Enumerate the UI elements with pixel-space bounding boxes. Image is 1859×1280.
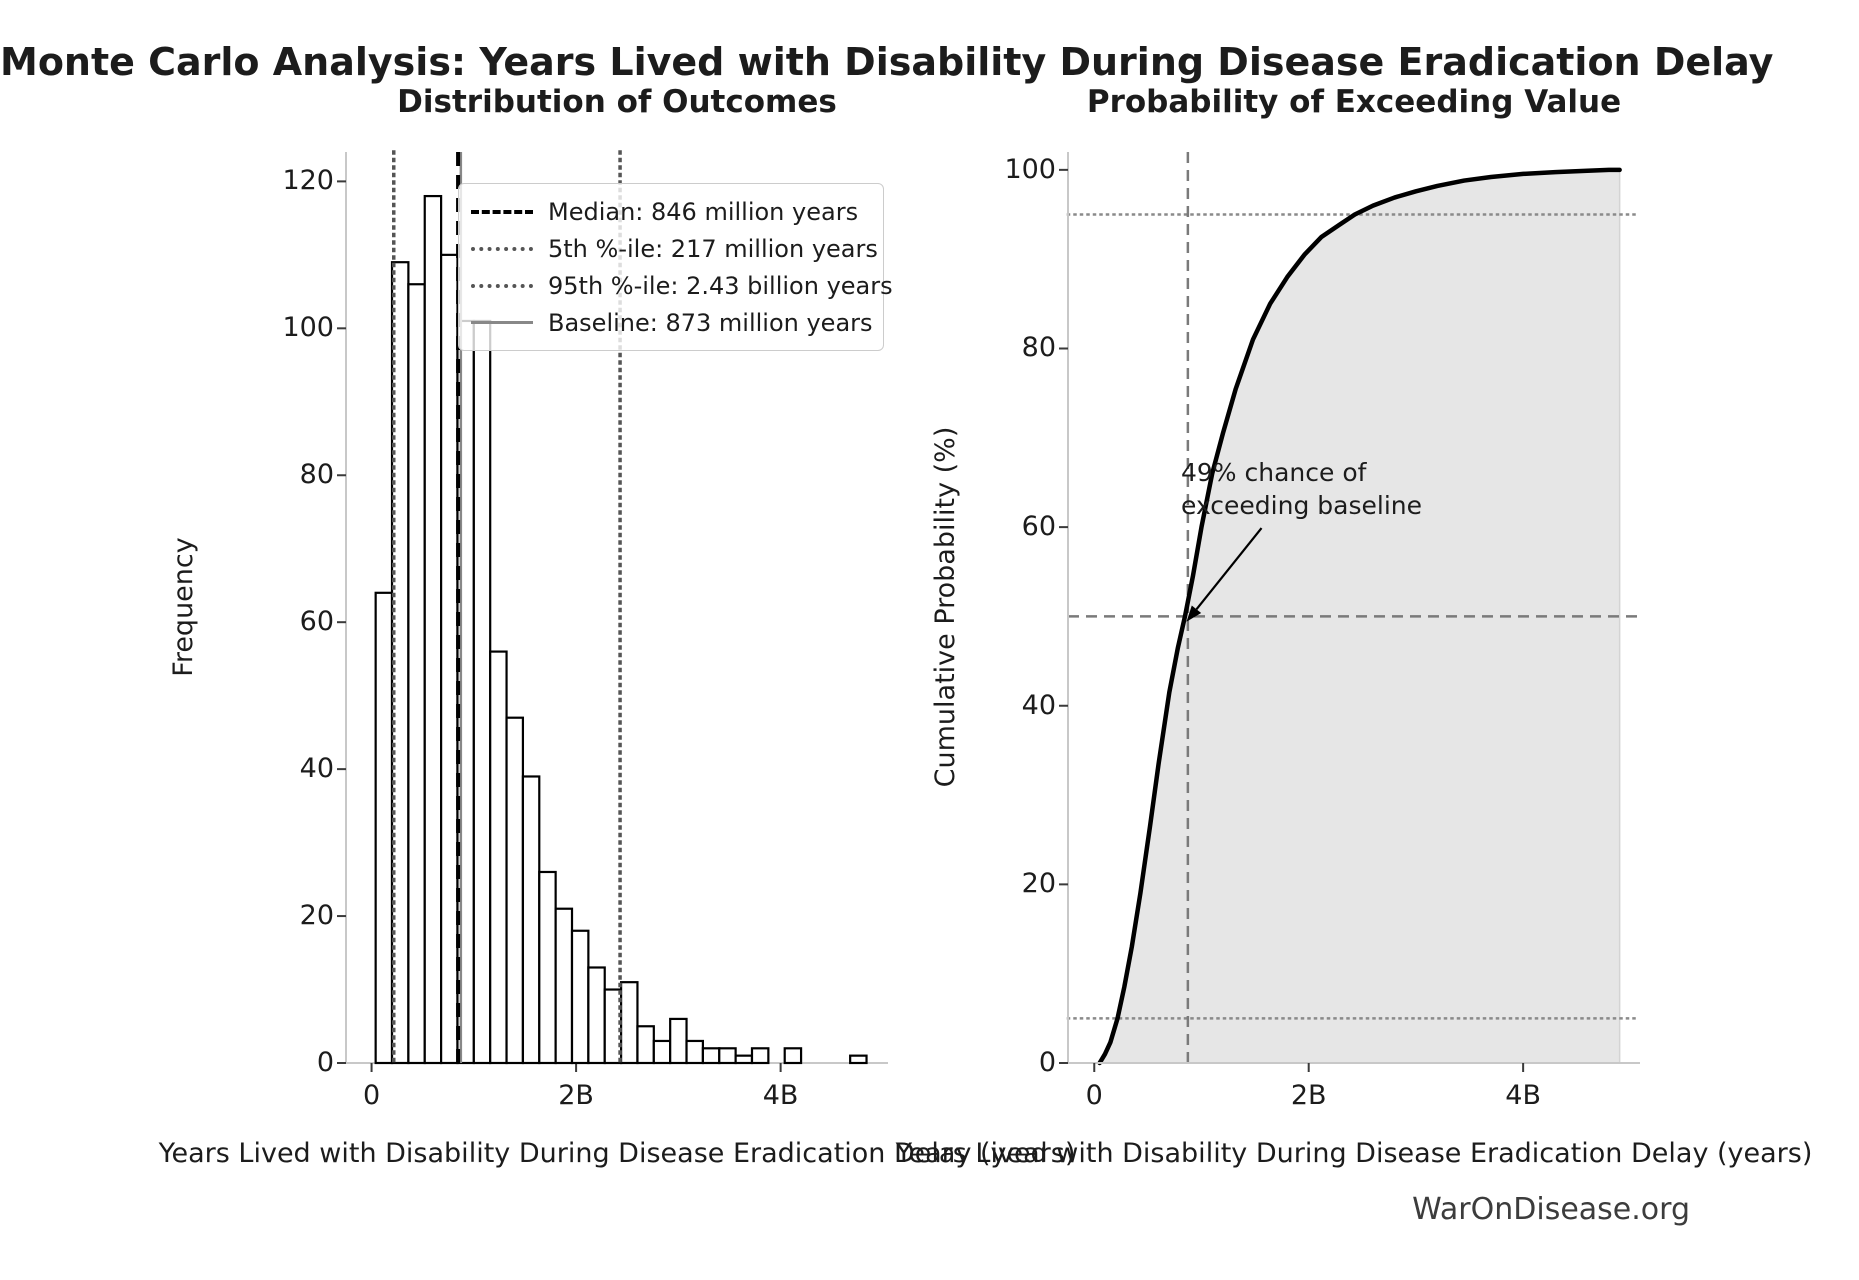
legend-line-icon bbox=[471, 209, 533, 214]
legend-label: Baseline: 873 million years bbox=[548, 308, 873, 337]
legend-label: Median: 846 million years bbox=[548, 197, 859, 226]
histogram-bar bbox=[538, 870, 557, 1065]
histogram-y-tick-label: 0 bbox=[316, 1047, 334, 1078]
legend-item: 5th %-ile: 217 million years bbox=[471, 230, 878, 267]
histogram-y-tick-label: 60 bbox=[299, 606, 334, 638]
cdf-y-tick-label: 80 bbox=[1021, 332, 1056, 364]
cdf-curve bbox=[1097, 167, 1622, 1066]
annotation-arrow-icon bbox=[1186, 605, 1202, 622]
cdf-title: Probability of Exceeding Value bbox=[1086, 84, 1622, 120]
histogram-bar bbox=[587, 966, 606, 1065]
legend-item: 95th %-ile: 2.43 billion years bbox=[471, 267, 893, 304]
histogram-y-tick-label: 100 bbox=[282, 312, 334, 344]
histogram-bar bbox=[669, 1017, 688, 1065]
figure-title: Monte Carlo Analysis: Years Lived with D… bbox=[0, 40, 1774, 84]
cdf-y-tick-label: 60 bbox=[1021, 511, 1056, 543]
annotation-text: 49% chance of exceeding baseline bbox=[1181, 456, 1422, 522]
histogram-bar bbox=[374, 591, 394, 1065]
histogram-bar bbox=[636, 1025, 655, 1065]
legend-item: Baseline: 873 million years bbox=[471, 304, 873, 341]
annotation-line-1: 49% chance of bbox=[1181, 458, 1367, 487]
histogram-bar bbox=[701, 1047, 721, 1065]
cdf-y-tick-label: 40 bbox=[1021, 689, 1056, 721]
cdf-y-tick-label: 20 bbox=[1021, 868, 1056, 900]
histogram-bar bbox=[685, 1039, 705, 1065]
histogram-bar bbox=[783, 1047, 803, 1065]
histogram-x-tick-label: 2B bbox=[558, 1080, 594, 1111]
cdf-x-tick-label: 4B bbox=[1505, 1080, 1541, 1111]
cdf-x-tick-label: 2B bbox=[1290, 1080, 1327, 1111]
histogram-bar bbox=[554, 907, 574, 1065]
legend-item: Median: 846 million years bbox=[471, 193, 871, 230]
histogram-x-axis-label: Years Lived with Disability During Disea… bbox=[158, 1138, 1076, 1169]
histogram-bar bbox=[521, 775, 541, 1065]
histogram-title: Distribution of Outcomes bbox=[397, 84, 837, 120]
legend-label: 5th %-ile: 217 million years bbox=[548, 234, 878, 263]
histogram-bar bbox=[718, 1047, 737, 1065]
histogram-y-axis-label: Frequency bbox=[168, 537, 199, 677]
annotation-line-2: exceeding baseline bbox=[1181, 491, 1422, 520]
annotation-arrow-line bbox=[1195, 527, 1263, 610]
cdf-y-tick-label: 0 bbox=[1038, 1047, 1056, 1078]
histogram-bar bbox=[505, 716, 525, 1065]
histogram-y-tick-label: 80 bbox=[299, 459, 334, 491]
histogram-bar bbox=[423, 194, 443, 1065]
histogram-bar bbox=[570, 929, 590, 1065]
histogram-bar bbox=[734, 1054, 754, 1065]
cdf-y-axis-label: Cumulative Probability (%) bbox=[930, 426, 961, 788]
histogram-y-tick-label: 20 bbox=[299, 900, 334, 932]
histogram-bar bbox=[472, 319, 492, 1065]
legend-line-icon bbox=[471, 321, 533, 324]
legend: Median: 846 million years 5th %-ile: 217 … bbox=[458, 183, 893, 351]
histogram-bar bbox=[849, 1054, 868, 1065]
cdf-x-tick-label: 0 bbox=[1085, 1080, 1103, 1111]
cdf-x-axis-label: Years Lived with Disability During Disea… bbox=[895, 1138, 1813, 1169]
histogram-y-tick-label: 40 bbox=[299, 753, 334, 785]
legend-line-icon bbox=[471, 283, 533, 288]
watermark: WarOnDisease.org bbox=[1412, 1192, 1690, 1227]
histogram-x-tick-label: 0 bbox=[362, 1080, 381, 1111]
histogram-bar bbox=[407, 283, 426, 1065]
histogram-bar bbox=[489, 650, 508, 1065]
legend-label: 95th %-ile: 2.43 billion years bbox=[548, 271, 893, 300]
cdf-y-tick-label: 100 bbox=[1004, 153, 1056, 185]
histogram-x-tick-label: 4B bbox=[762, 1080, 799, 1111]
histogram-bar bbox=[440, 253, 459, 1065]
legend-line-icon bbox=[471, 246, 533, 251]
histogram-bar bbox=[652, 1039, 672, 1065]
histogram-y-tick-label: 120 bbox=[282, 165, 334, 197]
histogram-bar bbox=[619, 981, 639, 1065]
histogram-bar bbox=[750, 1047, 770, 1065]
